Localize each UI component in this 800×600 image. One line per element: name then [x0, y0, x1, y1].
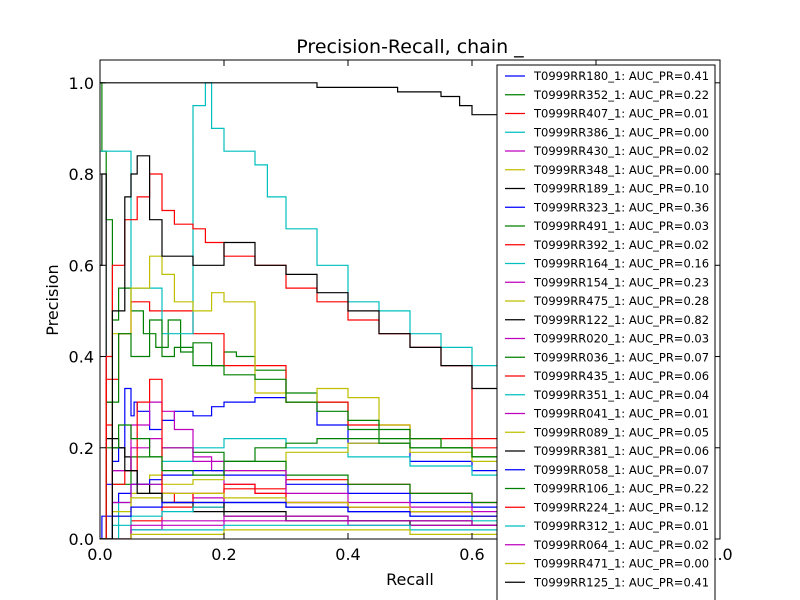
legend-entry: T0999RR106_1: AUC_PR=0.22 [533, 482, 709, 496]
chart-title: Precision-Recall, chain _ [296, 36, 524, 58]
legend-entry: T0999RR348_1: AUC_PR=0.00 [533, 163, 709, 177]
legend-entry: T0999RR041_1: AUC_PR=0.01 [533, 407, 709, 421]
legend-entry: T0999RR352_1: AUC_PR=0.22 [533, 88, 709, 102]
legend-entry: T0999RR089_1: AUC_PR=0.05 [533, 425, 709, 439]
legend-entry: T0999RR407_1: AUC_PR=0.01 [533, 107, 709, 121]
x-tick-label: 0.2 [211, 545, 236, 564]
y-tick-label: 1.0 [69, 74, 94, 93]
legend-entry: T0999RR189_1: AUC_PR=0.10 [533, 182, 709, 196]
legend-entry: T0999RR224_1: AUC_PR=0.12 [533, 500, 709, 514]
legend-entry: T0999RR312_1: AUC_PR=0.01 [533, 519, 709, 533]
legend-entry: T0999RR386_1: AUC_PR=0.00 [533, 125, 709, 139]
legend-entry: T0999RR471_1: AUC_PR=0.00 [533, 557, 709, 571]
legend-entry: T0999RR475_1: AUC_PR=0.28 [533, 294, 709, 308]
series-line-27 [100, 155, 597, 539]
legend-entry: T0999RR381_1: AUC_PR=0.06 [533, 444, 709, 458]
legend-entry: T0999RR064_1: AUC_PR=0.02 [533, 538, 709, 552]
legend-entry: T0999RR154_1: AUC_PR=0.23 [533, 275, 709, 289]
legend-entry: T0999RR036_1: AUC_PR=0.07 [533, 350, 709, 364]
plot-area: 0.00.20.40.60.81.00.00.20.40.60.81.0 [69, 59, 733, 564]
legend-entry: T0999RR020_1: AUC_PR=0.03 [533, 332, 709, 346]
legend-entry: T0999RR164_1: AUC_PR=0.16 [533, 257, 709, 271]
legend-entry: T0999RR351_1: AUC_PR=0.04 [533, 388, 709, 402]
y-tick-label: 0.8 [69, 165, 94, 184]
legend-box [496, 64, 716, 600]
plot-frame [99, 59, 721, 540]
legend-entry: T0999RR392_1: AUC_PR=0.02 [533, 238, 709, 252]
x-tick-label: 0.0 [87, 545, 112, 564]
y-tick-label: 0.4 [69, 348, 94, 367]
legend-entry: T0999RR435_1: AUC_PR=0.06 [533, 369, 709, 383]
y-axis-label: Precision [43, 264, 62, 335]
y-tick-label: 0.0 [69, 530, 94, 549]
legend-entry: T0999RR058_1: AUC_PR=0.07 [533, 463, 709, 477]
y-tick-label: 0.2 [69, 439, 94, 458]
y-tick-label: 0.6 [69, 256, 94, 275]
x-tick-label: 0.6 [459, 545, 484, 564]
series-line-25 [100, 515, 596, 539]
x-tick-label: 0.4 [335, 545, 360, 564]
legend-entry: T0999RR323_1: AUC_PR=0.36 [533, 200, 709, 214]
legend-entry: T0999RR125_1: AUC_PR=0.41 [533, 575, 709, 589]
legend-entry: T0999RR430_1: AUC_PR=0.02 [533, 144, 709, 158]
legend: T0999RR180_1: AUC_PR=0.41 T0999RR352_1: A… [496, 64, 716, 600]
x-axis-label: Recall [386, 570, 434, 589]
legend-entry: T0999RR491_1: AUC_PR=0.03 [533, 219, 709, 233]
legend-entry: T0999RR180_1: AUC_PR=0.41 [533, 69, 709, 83]
legend-entry: T0999RR122_1: AUC_PR=0.82 [533, 313, 709, 327]
series-line-21 [100, 501, 596, 539]
series-line-22 [100, 424, 597, 539]
series-layer [100, 82, 597, 539]
